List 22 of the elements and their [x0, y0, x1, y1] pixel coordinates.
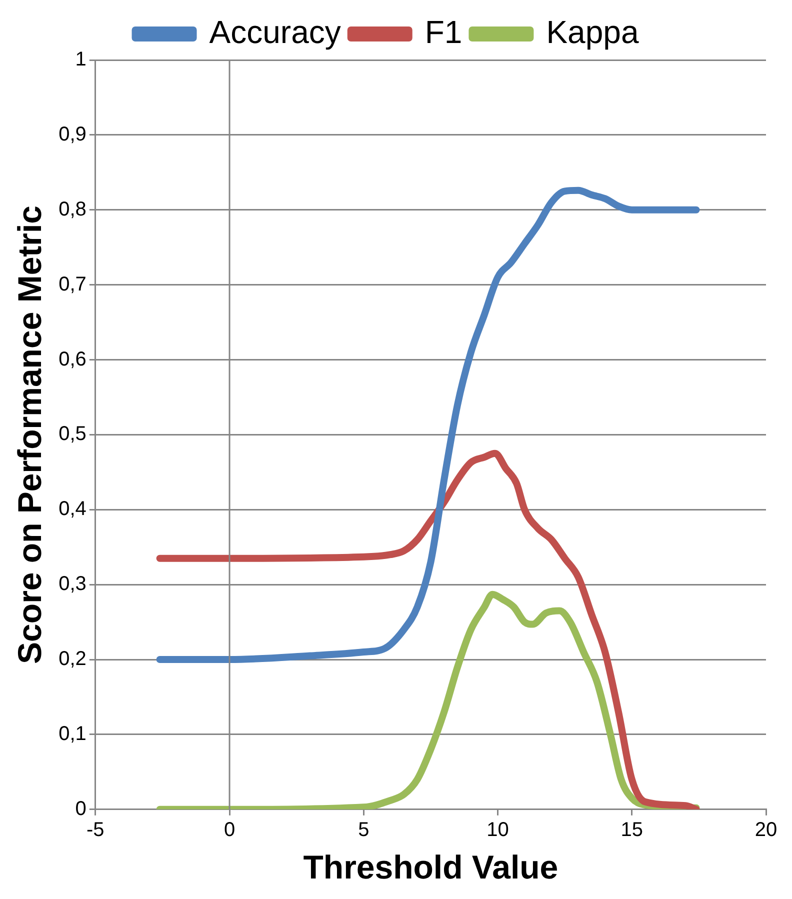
y-tick-label: 1: [75, 48, 86, 71]
x-tick-label: 20: [754, 818, 778, 841]
x-tick-label: 0: [224, 818, 236, 841]
x-axis-title: Threshold Value: [303, 848, 558, 886]
y-tick-label: 0,7: [58, 273, 86, 296]
y-tick-label: 0: [75, 798, 86, 820]
x-tick-label: -5: [86, 818, 104, 841]
y-tick-label: 0,9: [58, 123, 86, 146]
y-tick-label: 0,2: [58, 648, 86, 670]
legend-label: Kappa: [546, 14, 639, 50]
y-tick-label: 0,5: [58, 423, 86, 446]
legend-label: F1: [424, 14, 462, 50]
y-tick-label: 0,8: [58, 198, 86, 220]
y-tick-label: 0,1: [58, 722, 86, 745]
x-tick-label: 15: [620, 818, 644, 841]
y-tick-label: 0,3: [58, 573, 86, 596]
x-tick-label: 5: [358, 818, 370, 841]
y-tick-label: 0,6: [58, 348, 86, 370]
y-axis-title: Score on Performance Metric: [10, 205, 48, 664]
x-tick-label: 10: [486, 818, 509, 841]
legend-label: Accuracy: [209, 14, 341, 50]
y-tick-label: 0,4: [58, 498, 86, 520]
